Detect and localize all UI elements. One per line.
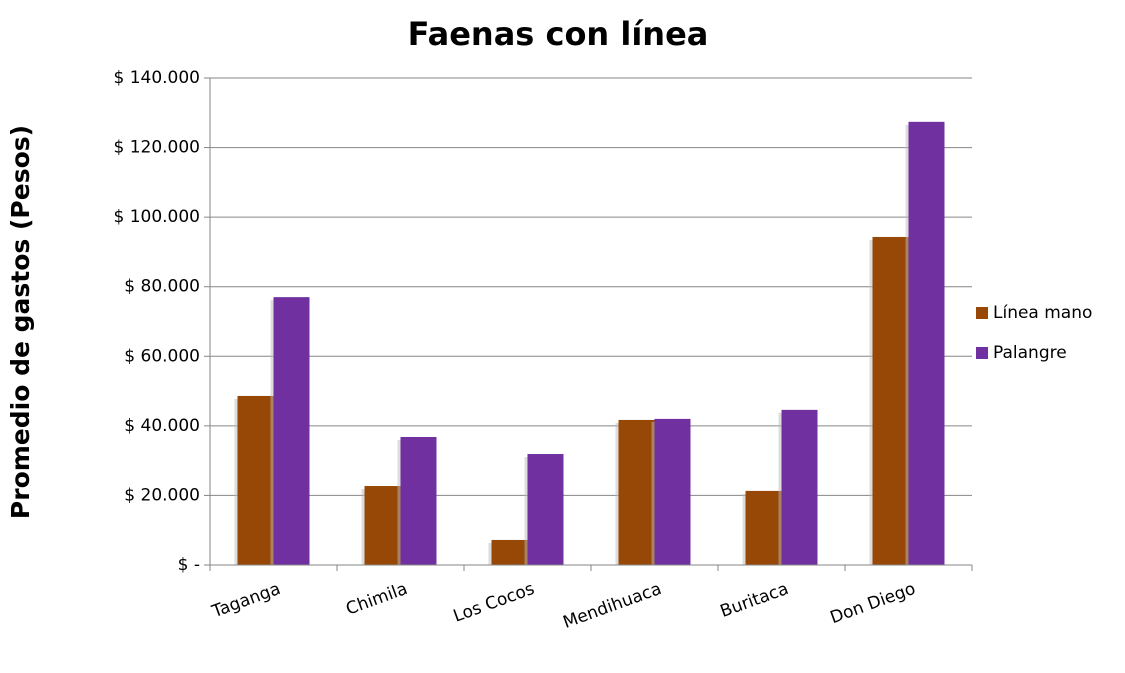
bar bbox=[908, 121, 945, 565]
y-tick-label: $ 140.000 bbox=[113, 68, 200, 88]
x-tick-label: Buritaca bbox=[718, 579, 792, 622]
y-tick-label: $ 80.000 bbox=[124, 277, 200, 297]
bar bbox=[618, 419, 655, 565]
bar-shadow bbox=[651, 421, 656, 565]
bar bbox=[654, 418, 691, 565]
x-tick-label: Taganga bbox=[209, 579, 284, 622]
y-axis-title: Promedio de gastos (Pesos) bbox=[6, 125, 35, 519]
legend-swatch bbox=[976, 307, 988, 319]
x-tick-label: Los Cocos bbox=[451, 579, 538, 627]
bar-shadow bbox=[488, 542, 493, 565]
bar-shadow bbox=[270, 300, 275, 565]
y-tick-label: $ - bbox=[178, 555, 200, 575]
chart-title: Faenas con línea bbox=[408, 15, 709, 53]
bar bbox=[781, 409, 818, 565]
x-tick-label: Chimila bbox=[343, 579, 410, 620]
bar-shadow bbox=[361, 489, 366, 565]
bar-shadow bbox=[778, 412, 783, 565]
bar bbox=[364, 486, 401, 565]
bar bbox=[273, 297, 310, 565]
bar-shadow bbox=[615, 422, 620, 565]
bar bbox=[527, 454, 564, 565]
bar-shadow bbox=[234, 398, 239, 565]
legend-swatch bbox=[976, 347, 988, 359]
y-tick-label: $ 120.000 bbox=[113, 138, 200, 158]
bar-shadow bbox=[905, 124, 910, 565]
legend-label: Palangre bbox=[993, 343, 1067, 363]
y-tick-label: $ 60.000 bbox=[124, 346, 200, 366]
bar-shadow bbox=[869, 239, 874, 566]
y-tick-label: $ 100.000 bbox=[113, 207, 200, 227]
x-tick-label: Mendihuaca bbox=[560, 579, 664, 633]
legend-label: Línea mano bbox=[993, 303, 1092, 323]
y-tick-label: $ 20.000 bbox=[124, 485, 200, 505]
y-tick-label: $ 40.000 bbox=[124, 416, 200, 436]
x-tick-label: Don Diego bbox=[828, 579, 919, 628]
bar bbox=[872, 236, 909, 566]
bar-shadow bbox=[524, 457, 529, 565]
bar bbox=[491, 539, 528, 565]
bar-shadow bbox=[397, 439, 402, 565]
bar bbox=[400, 436, 437, 565]
bar-shadow bbox=[742, 493, 747, 565]
bar bbox=[237, 395, 274, 565]
bar bbox=[745, 490, 782, 565]
